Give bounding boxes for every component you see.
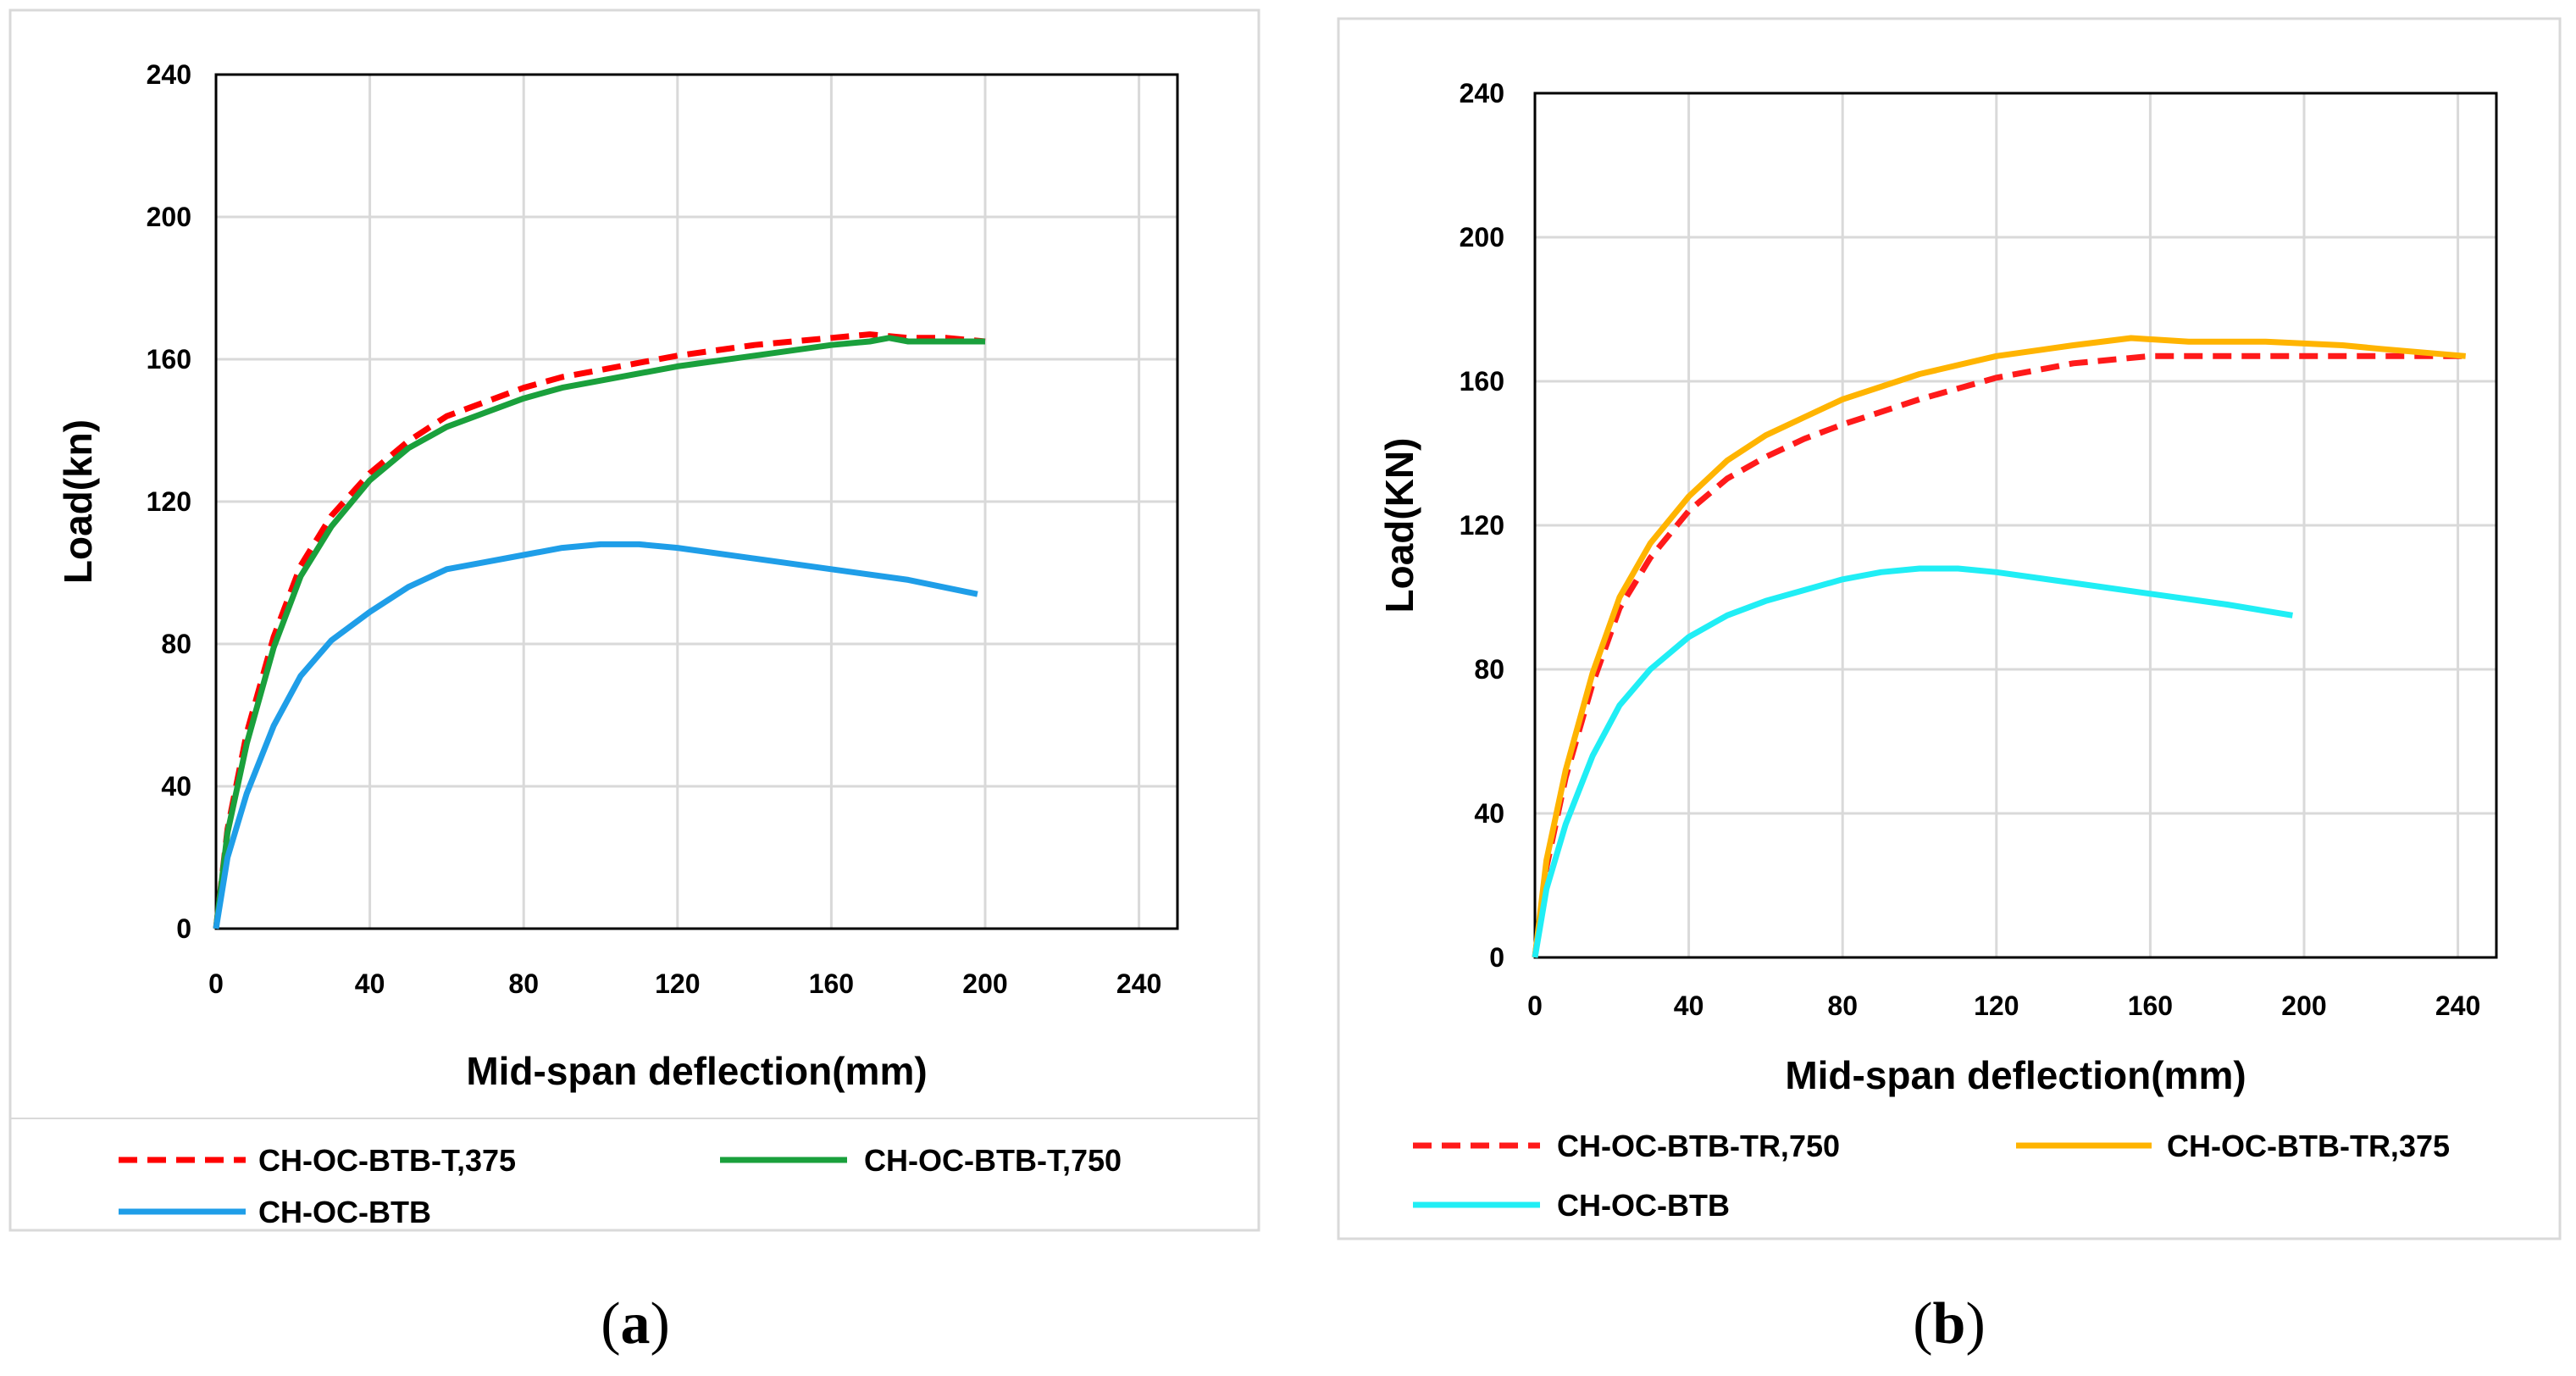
panel-b-series-line-3: [1532, 565, 2293, 958]
panel-a-ytick-label-80: 80: [161, 629, 191, 659]
panel-a-xtick-label-80: 80: [508, 968, 539, 999]
panel-b-ytick-label-120: 120: [1460, 510, 1504, 541]
panel-a-ytick-label-240: 240: [147, 59, 191, 90]
panel-a-plot-area: [214, 73, 1179, 930]
panel-b-ytick-label-160: 160: [1460, 366, 1504, 397]
panel-a-ytick-label-40: 40: [161, 771, 191, 802]
panel-a-ytick-label-200: 200: [147, 202, 191, 232]
panel-a-legend-label-2: CH-OC-BTB-T,750: [864, 1143, 1122, 1178]
panel-a-xtick-label-120: 120: [655, 968, 700, 999]
panel-b-label-letter: b: [1933, 1291, 1966, 1357]
panel-a-frame: [8, 8, 1260, 1232]
panel-b-series-line-1: [1532, 352, 2466, 958]
panel-a-label: (a): [601, 1291, 670, 1357]
panel-b-legend-label-1: CH-OC-BTB-TR,750: [1557, 1129, 1840, 1163]
panel-a-xtick-label-160: 160: [809, 968, 854, 999]
panel-a-xtick-label-40: 40: [355, 968, 385, 999]
panel-a-chart: 0 40 80 120 160 200 240 0 40 80 120 160 200 240 Mid-sp…: [56, 59, 1179, 1229]
panel-b-chart: 0 40 80 120 160 200 240 0 40 80 120 160 200 240 Mid-sp…: [1377, 78, 2498, 1223]
panel-b-plot-area: [1533, 92, 2498, 959]
panel-b-ytick-label-0: 0: [1489, 942, 1504, 973]
panel-b-ytick-label-40: 40: [1474, 798, 1504, 829]
panel-b-ytick-label-240: 240: [1460, 78, 1504, 108]
panel-b-xtick-label-200: 200: [2281, 990, 2326, 1021]
panel-b-xtick-label-240: 240: [2435, 990, 2480, 1021]
panel-b-xtick-label-0: 0: [1527, 990, 1543, 1021]
panel-a-label-letter: a: [621, 1291, 651, 1357]
panel-b-label: (b): [1913, 1291, 1986, 1357]
panel-b-xtick-label-80: 80: [1827, 990, 1858, 1021]
panel-a-xtick-label-200: 200: [962, 968, 1007, 999]
panel-b-y-axis-title: Load(KN): [1377, 438, 1421, 613]
panel-a-legend-label-1: CH-OC-BTB-T,375: [258, 1143, 516, 1178]
panel-a-xtick-label-0: 0: [208, 968, 224, 999]
panel-b-xtick-label-160: 160: [2128, 990, 2173, 1021]
panel-a-ytick-label-120: 120: [147, 486, 191, 517]
panel-a-series-line-3: [213, 541, 978, 929]
panel-a-xtick-label-240: 240: [1116, 968, 1161, 999]
panel-a-series-line-2: [213, 335, 985, 929]
panel-b-legend-label-3: CH-OC-BTB: [1557, 1188, 1730, 1223]
panel-b-series-line-2: [1532, 335, 2466, 958]
panel-b-ytick-label-200: 200: [1460, 222, 1504, 252]
panel-b-xtick-label-40: 40: [1674, 990, 1704, 1021]
panel-b-x-axis-title: Mid-span deflection(mm): [1785, 1053, 2246, 1097]
panel-b-legend-label-2: CH-OC-BTB-TR,375: [2167, 1129, 2450, 1163]
panel-a-ytick-label-160: 160: [147, 344, 191, 375]
panel-b-frame: [1337, 17, 2562, 1240]
panel-b-xtick-label-120: 120: [1974, 990, 2019, 1021]
panel-a-series-line-1: [213, 331, 986, 929]
panel-a-legend-label-3: CH-OC-BTB: [258, 1195, 431, 1229]
panel-a-ytick-label-0: 0: [176, 913, 191, 944]
panel-a-y-axis-title: Load(kn): [56, 419, 100, 584]
panel-a-x-axis-title: Mid-span deflection(mm): [466, 1049, 927, 1093]
panel-b-ytick-label-80: 80: [1474, 654, 1504, 685]
